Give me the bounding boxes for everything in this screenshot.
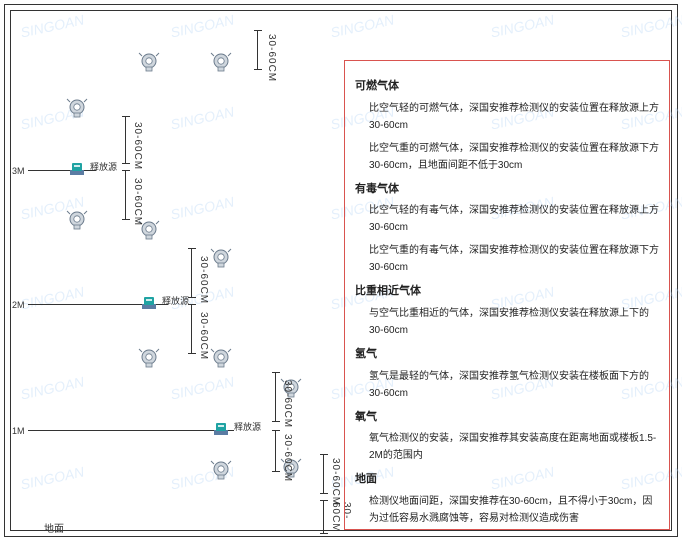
release-source [212, 420, 230, 436]
gas-sensor [66, 98, 88, 118]
source-icon [140, 294, 158, 310]
dimension-bracket [320, 454, 328, 494]
dimension-bracket [320, 500, 328, 534]
dimension-label: 30-60CM [266, 34, 277, 82]
ground-label: 地面 [44, 520, 64, 535]
sensor-icon [66, 210, 88, 230]
dimension-bracket [188, 248, 196, 298]
dimension-bracket [272, 430, 280, 472]
legend-panel: 可燃气体比空气轻的可燃气体，深国安推荐检测仪的安装位置在释放源上方30-60cm… [344, 60, 670, 530]
gas-sensor [210, 52, 232, 72]
height-reference-line [28, 430, 234, 431]
legend-section-text: 比空气重的有毒气体，深国安推荐检测仪的安装位置在释放源下方30-60cm [369, 242, 659, 276]
legend-section-title: 比重相近气体 [355, 282, 659, 301]
sensor-icon [210, 52, 232, 72]
installation-diagram: 3M2M1M释放源释放源释放源30-60CM30-60CM30-60CM30-6… [10, 10, 340, 531]
release-source [140, 294, 158, 310]
gas-sensor [66, 210, 88, 230]
sensor-icon [138, 348, 160, 368]
legend-section-title: 地面 [355, 470, 659, 489]
dimension-label: 30-60CM [282, 380, 293, 428]
dimension-bracket [122, 116, 130, 164]
release-source-label: 释放源 [90, 160, 117, 173]
sensor-icon [210, 248, 232, 268]
legend-section-title: 氧气 [355, 408, 659, 427]
gas-sensor [138, 52, 160, 72]
gas-sensor [138, 348, 160, 368]
sensor-icon [210, 348, 232, 368]
release-source-label: 释放源 [162, 294, 189, 307]
height-axis-label: 1M [12, 426, 25, 436]
dimension-label: 30-60CM [132, 178, 143, 226]
dimension-bracket [272, 372, 280, 422]
dimension-label: 30-60CM [198, 312, 209, 360]
height-axis-label: 3M [12, 166, 25, 176]
gas-sensor [210, 460, 232, 480]
sensor-icon [138, 52, 160, 72]
legend-section-text: 氢气是最轻的气体，深国安推荐氢气检测仪安装在楼板面下方的30-60cm [369, 368, 659, 402]
legend-section-text: 比空气轻的有毒气体，深国安推荐检测仪的安装位置在释放源上方30-60cm [369, 202, 659, 236]
source-icon [68, 160, 86, 176]
dimension-label: 30-60CM [282, 434, 293, 482]
height-axis-label: 2M [12, 300, 25, 310]
legend-section-text: 与空气比重相近的气体，深国安推荐检测仪安装在释放源上下的30-60cm [369, 305, 659, 339]
dimension-bracket [188, 304, 196, 354]
gas-sensor [210, 248, 232, 268]
sensor-icon [210, 460, 232, 480]
dimension-bracket [254, 30, 262, 70]
sensor-icon [66, 98, 88, 118]
dimension-label: 30-60CM [330, 458, 341, 506]
legend-section-title: 有毒气体 [355, 180, 659, 199]
gas-sensor [210, 348, 232, 368]
dimension-bracket [122, 170, 130, 220]
legend-section-text: 检测仪地面间距，深国安推荐在30-60cm，且不得小于30cm，因为过低容易水溅… [369, 493, 659, 527]
legend-section-title: 氢气 [355, 345, 659, 364]
source-icon [212, 420, 230, 436]
release-source [68, 160, 86, 176]
release-source-label: 释放源 [234, 420, 261, 433]
legend-section-text: 比空气轻的可燃气体，深国安推荐检测仪的安装位置在释放源上方30-60cm [369, 100, 659, 134]
dimension-label: 30-60CM [198, 256, 209, 304]
legend-section-text: 氧气检测仪的安装，深国安推荐其安装高度在距离地面或楼板1.5-2M的范围内 [369, 430, 659, 464]
dimension-label: 30-60CM [132, 122, 143, 170]
legend-section-text: 比空气重的可燃气体，深国安推荐检测仪的安装位置在释放源下方30-60cm，且地面… [369, 140, 659, 174]
legend-section-title: 可燃气体 [355, 77, 659, 96]
